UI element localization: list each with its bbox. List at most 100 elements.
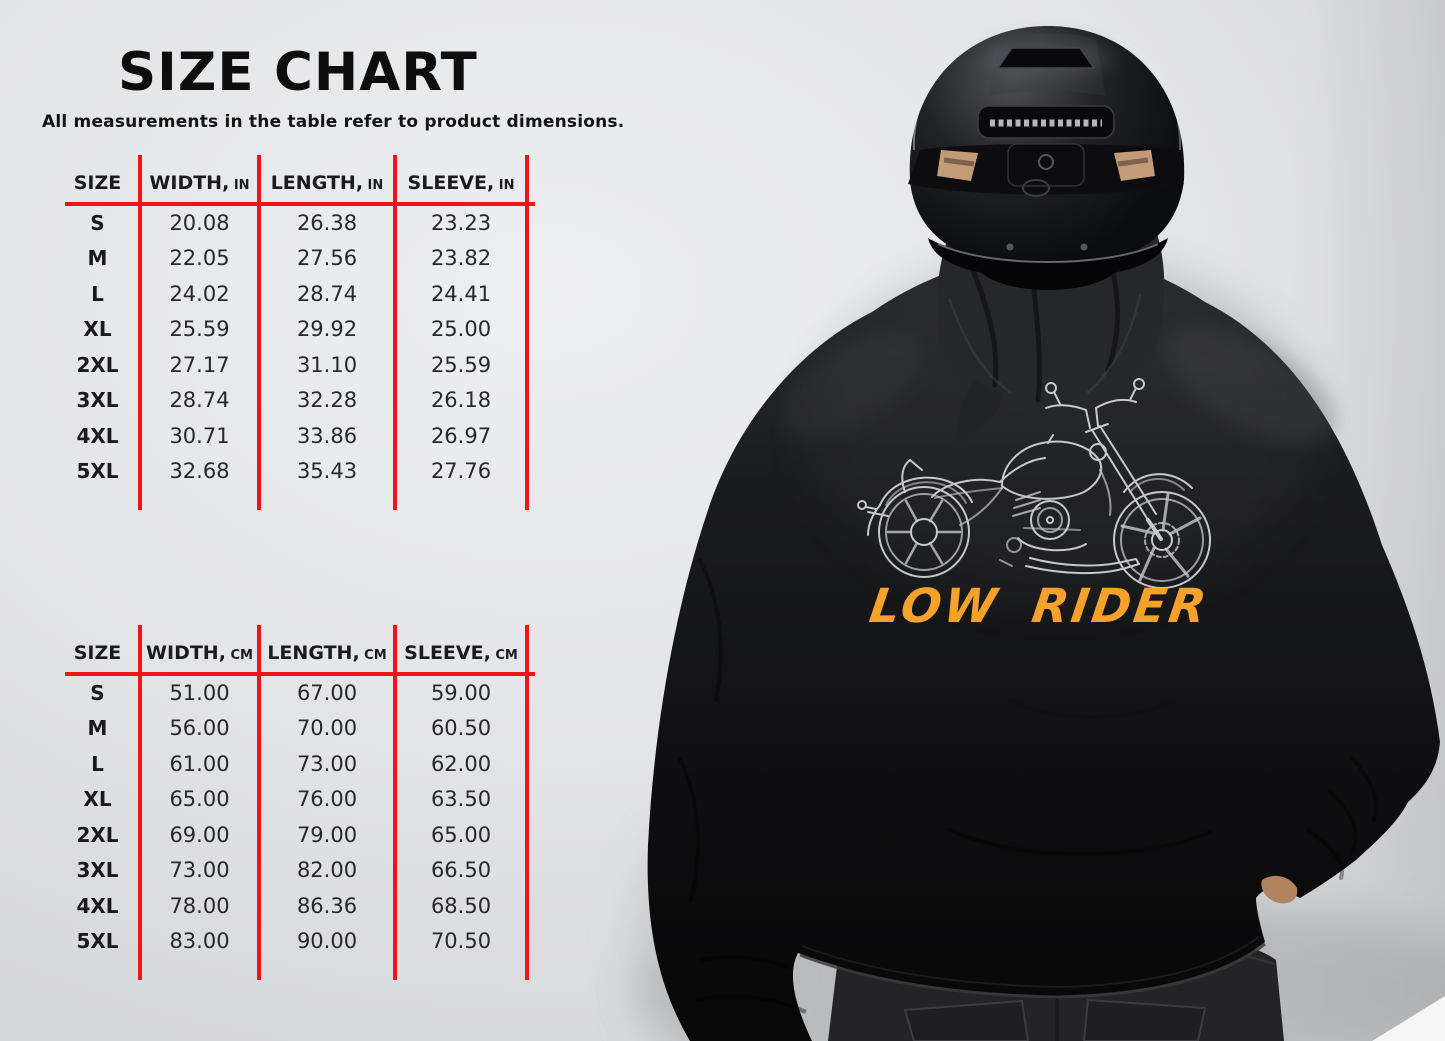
helmet-reflector-right	[1114, 150, 1155, 181]
table-row: L 24.02 28.74 24.41	[55, 276, 533, 312]
measurement-cell: 27.56	[296, 246, 358, 271]
measurement-cell: 20.08	[169, 210, 230, 235]
measurement-cell: 22.05	[169, 246, 230, 271]
table-row: M 56.00 70.00 60.50	[55, 711, 533, 747]
measurement-cell: 70.00	[296, 716, 358, 741]
size-label-cell: L	[91, 281, 104, 306]
light-reflection	[1372, 996, 1445, 1041]
measurement-cell: 23.23	[430, 210, 492, 235]
table-rule-horizontal	[65, 672, 535, 676]
size-label-cell: 5XL	[76, 459, 119, 484]
table-row: XL 65.00 76.00 63.50	[55, 782, 533, 818]
size-label-cell: XL	[83, 317, 112, 342]
table-row: 3XL 73.00 82.00 66.50	[55, 853, 533, 889]
measurement-cell: 65.00	[430, 822, 492, 847]
table-rule-vertical	[525, 155, 529, 510]
measurement-cell: 86.36	[296, 893, 358, 918]
measurement-cell: 28.74	[169, 388, 230, 413]
size-label-cell: L	[91, 751, 104, 776]
measurement-cell: 24.41	[430, 281, 492, 306]
measurement-cell: 35.43	[296, 459, 358, 484]
measurement-cell: 26.18	[430, 388, 492, 413]
size-label-cell: 4XL	[76, 893, 119, 918]
table-header-row: SIZE WIDTH, CM LENGTH, CM SLEEVE, CM	[55, 625, 533, 675]
measurement-cell: 27.76	[430, 459, 492, 484]
helmet	[908, 26, 1185, 279]
size-label-cell: S	[90, 210, 105, 235]
hoodie-print-text: LOW RIDER	[866, 579, 1212, 634]
table-row: L 61.00 73.00 62.00	[55, 746, 533, 782]
size-label-cell: M	[87, 246, 108, 271]
table-rule-vertical	[393, 155, 397, 510]
size-table-centimeters: SIZE WIDTH, CM LENGTH, CM SLEEVE, CM S 51.00 6…	[55, 625, 535, 985]
size-label-cell: S	[90, 680, 105, 705]
measurement-cell: 29.92	[296, 317, 358, 342]
measurement-cell: 67.00	[296, 680, 358, 705]
measurement-cell: 62.00	[430, 751, 492, 776]
measurement-cell: 69.00	[169, 822, 230, 847]
size-label-cell: 3XL	[76, 858, 119, 883]
column-unit: IN	[229, 178, 250, 193]
size-label-cell: XL	[83, 787, 112, 812]
table-rule-vertical	[257, 155, 261, 510]
helmet-reflector-left	[937, 150, 978, 181]
measurement-cell: 28.74	[296, 281, 358, 306]
size-label-cell: 3XL	[76, 388, 119, 413]
measurement-cell: 26.38	[296, 210, 358, 235]
table-header-row: SIZE WIDTH, IN LENGTH, IN SLEEVE, IN	[55, 155, 533, 205]
measurement-cell: 26.97	[430, 423, 492, 448]
table-rule-vertical	[393, 625, 397, 980]
size-label-cell: 4XL	[76, 423, 119, 448]
size-table-inches: SIZE WIDTH, IN LENGTH, IN SLEEVE, IN S 20.08 2…	[55, 155, 535, 515]
measurement-cell: 24.02	[169, 281, 230, 306]
measurement-cell: 32.68	[169, 459, 230, 484]
measurement-cell: 59.00	[430, 680, 492, 705]
helmet-chin-band	[928, 238, 1168, 279]
column-header: WIDTH, IN	[149, 172, 250, 194]
column-header: LENGTH, CM	[267, 642, 387, 664]
size-label-cell: 2XL	[76, 822, 119, 847]
column-unit: IN	[363, 178, 384, 193]
measurement-cell: 32.28	[296, 388, 358, 413]
measurement-cell: 70.50	[430, 929, 492, 954]
table-rule-vertical	[257, 625, 261, 980]
column-unit: CM	[225, 648, 253, 663]
column-header: WIDTH, CM	[146, 642, 253, 664]
measurement-cell: 25.00	[430, 317, 492, 342]
measurement-cell: 23.82	[430, 246, 492, 271]
helmet-badge	[1022, 179, 1050, 197]
table-row: 3XL 28.74 32.28 26.18	[55, 383, 533, 419]
table-row: M 22.05 27.56 23.82	[55, 241, 533, 277]
helmet-top-vent	[996, 47, 1096, 69]
table-row: 2XL 27.17 31.10 25.59	[55, 347, 533, 383]
measurement-cell: 73.00	[296, 751, 358, 776]
helmet-logo	[1038, 154, 1054, 170]
measurement-cell: 56.00	[169, 716, 230, 741]
measurement-cell: 78.00	[169, 893, 230, 918]
size-label-cell: 2XL	[76, 352, 119, 377]
table-rule-vertical	[138, 625, 142, 980]
column-unit: IN	[494, 178, 515, 193]
measurement-cell: 73.00	[169, 858, 230, 883]
measurement-cell: 65.00	[169, 787, 230, 812]
measurement-cell: 25.59	[430, 352, 492, 377]
measurement-cell: 61.00	[169, 751, 230, 776]
measurement-cell: 31.10	[296, 352, 358, 377]
size-label-cell: 5XL	[76, 929, 119, 954]
measurement-cell: 90.00	[296, 929, 358, 954]
measurement-cell: 51.00	[169, 680, 230, 705]
column-header: SLEEVE, IN	[407, 172, 515, 194]
column-unit: CM	[490, 648, 518, 663]
column-header: SIZE	[73, 172, 122, 194]
table-row: 5XL 32.68 35.43 27.76	[55, 454, 533, 490]
column-header: SIZE	[73, 642, 122, 664]
table-row: XL 25.59 29.92 25.00	[55, 312, 533, 348]
table-row: S 20.08 26.38 23.23	[55, 205, 533, 241]
table-row: 4XL 30.71 33.86 26.97	[55, 418, 533, 454]
measurement-cell: 27.17	[169, 352, 230, 377]
measurement-cell: 63.50	[430, 787, 492, 812]
measurement-cell: 79.00	[296, 822, 358, 847]
measurement-cell: 66.50	[430, 858, 492, 883]
